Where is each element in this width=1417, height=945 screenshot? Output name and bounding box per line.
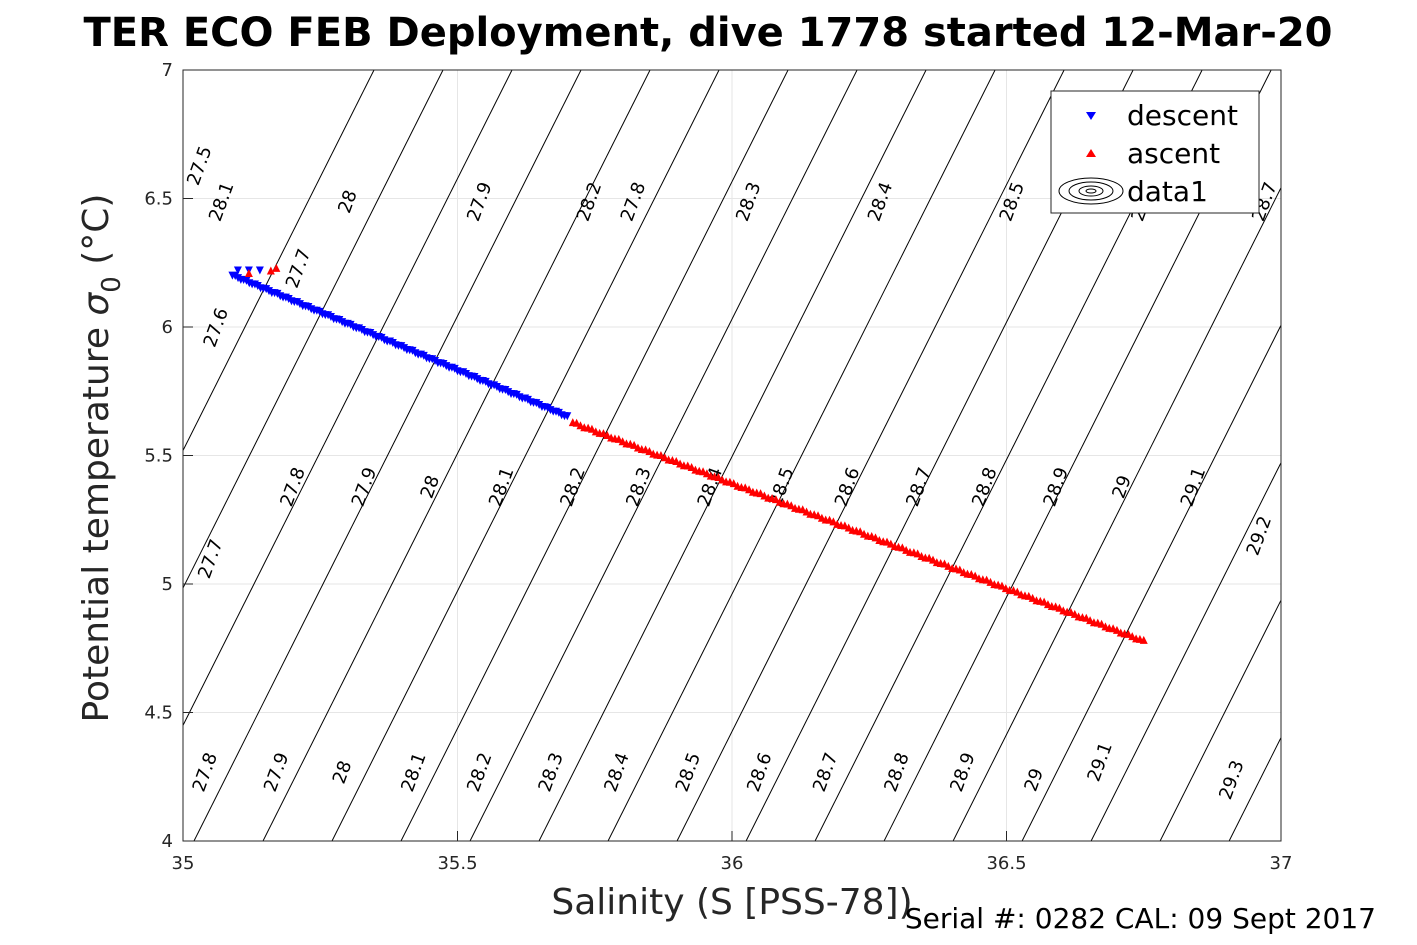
ascent-point xyxy=(829,517,838,526)
ascent-point xyxy=(1028,593,1037,602)
ascent-point xyxy=(971,571,980,580)
ascent-point xyxy=(672,456,681,465)
isopycnal-line xyxy=(676,70,1065,841)
ascent-point xyxy=(603,430,612,439)
ascent-point xyxy=(587,424,596,433)
y-tick-label: 5 xyxy=(162,574,173,595)
x-tick-label: 35 xyxy=(172,853,195,874)
legend-data1-marker xyxy=(1058,177,1124,205)
y-tick-label: 7 xyxy=(162,60,173,81)
y-tick-label: 5.5 xyxy=(144,446,173,467)
isopycnal-line xyxy=(607,70,996,841)
isopycnal-line xyxy=(952,186,1281,841)
ascent-point xyxy=(1097,619,1106,628)
y-axis-label-sigma: σ xyxy=(76,292,117,316)
axis-ticks: 35 35.5 36 36.5 37 4 4.5 5 5.5 6 6.5 7 xyxy=(144,60,1292,874)
legend-descent-marker xyxy=(1086,112,1096,120)
ascent-point xyxy=(871,533,880,542)
isopycnal-line xyxy=(183,70,444,590)
ascent-point xyxy=(898,543,907,552)
y-axis-label-main: Potential temperature xyxy=(76,316,117,723)
ascent-point xyxy=(1055,603,1064,612)
x-axis-label: Salinity (S [PSS-78]) xyxy=(551,882,912,923)
y-tick-label: 4 xyxy=(162,831,173,852)
ascent-point xyxy=(1139,635,1148,644)
isopycnal-line xyxy=(400,70,789,841)
ascent-point xyxy=(714,473,723,482)
ascent-point xyxy=(856,527,865,536)
x-tick-label: 36.5 xyxy=(986,853,1026,874)
y-axis-label-subscript: 0 xyxy=(97,276,127,293)
isopycnal-line xyxy=(1228,736,1281,841)
descent-point xyxy=(563,412,572,421)
ascent-point xyxy=(787,501,796,510)
ascent-point xyxy=(272,263,281,272)
isopycnal-line xyxy=(1021,324,1281,841)
ascent-point xyxy=(955,565,964,574)
ascent-point xyxy=(745,485,754,494)
isopycnal-line xyxy=(469,70,858,841)
ascent-point xyxy=(1013,587,1022,596)
ascent-point xyxy=(630,440,639,449)
serial-calibration-text: Serial #: 0282 CAL: 09 Sept 2017 xyxy=(905,902,1376,935)
ascent-point xyxy=(771,495,780,504)
legend-box xyxy=(1050,90,1260,214)
isopycnal-line xyxy=(193,70,582,841)
ascent-point xyxy=(1082,613,1091,622)
y-tick-label: 6.5 xyxy=(144,189,173,210)
isopycnal-line xyxy=(183,70,513,727)
x-tick-label: 35.5 xyxy=(437,853,477,874)
y-tick-label: 4.5 xyxy=(144,703,173,724)
ascent-point xyxy=(913,549,922,558)
isopycnal-line xyxy=(1090,461,1281,841)
ascent-point xyxy=(886,539,895,548)
ascent-point xyxy=(814,511,823,520)
ascent-point xyxy=(244,269,253,278)
x-tick-label: 36 xyxy=(721,853,744,874)
ascent-point xyxy=(1040,597,1049,606)
legend-ascent-label: ascent xyxy=(1127,137,1220,170)
descent-point xyxy=(233,266,242,275)
ascent-point xyxy=(702,469,711,478)
ascent-point xyxy=(997,581,1006,590)
ascent-point xyxy=(729,479,738,488)
y-axis-label: Potential temperature σ0 (°C) xyxy=(76,194,127,723)
legend: descent ascent data1 xyxy=(1050,90,1260,214)
isopycnal-line xyxy=(1159,599,1281,841)
data-points xyxy=(228,263,1148,644)
isopycnal-line xyxy=(262,70,651,841)
chart-title: TER ECO FEB Deployment, dive 1778 starte… xyxy=(83,10,1332,56)
isopycnal-line xyxy=(331,70,720,841)
ascent-point xyxy=(928,555,937,564)
x-tick-label: 37 xyxy=(1270,853,1293,874)
isopycnal-line xyxy=(538,70,927,841)
ascent-point xyxy=(645,447,654,456)
ascent-point xyxy=(756,489,765,498)
legend-ascent-marker xyxy=(1086,149,1096,157)
ascent-point xyxy=(1070,609,1079,618)
ascent-point xyxy=(266,266,275,275)
ascent-point xyxy=(1112,625,1121,634)
legend-descent-label: descent xyxy=(1127,99,1238,132)
ascent-point xyxy=(687,463,696,472)
legend-data1-label: data1 xyxy=(1127,175,1208,208)
y-axis-label-unit: (°C) xyxy=(76,194,117,277)
ascent-point xyxy=(572,418,581,427)
isopycnal-line xyxy=(183,70,375,452)
descent-point xyxy=(255,266,264,275)
y-tick-label: 6 xyxy=(162,317,173,338)
